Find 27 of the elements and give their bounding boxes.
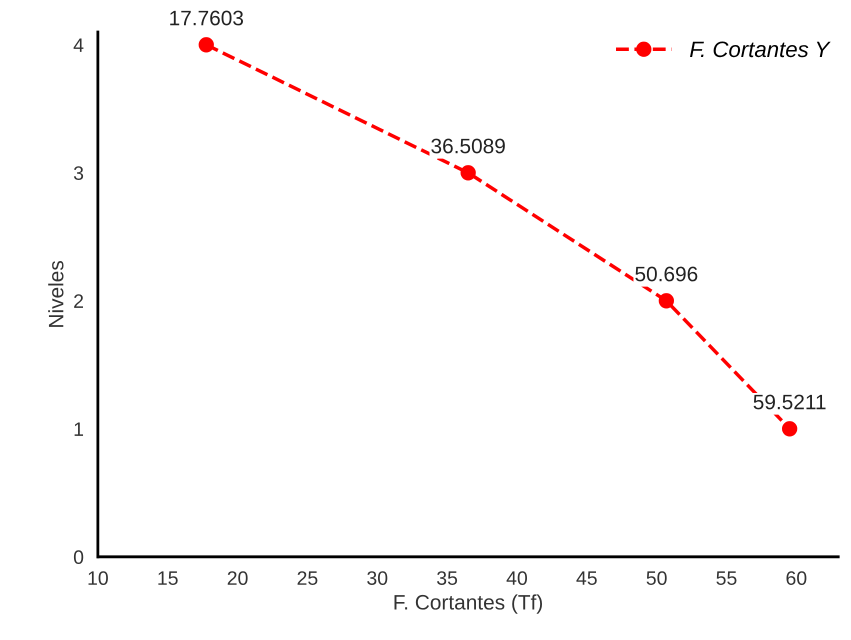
x-tick-label: 45 — [576, 571, 597, 585]
x-tick-label: 30 — [367, 571, 388, 585]
y-tick-label: 1 — [74, 422, 84, 436]
y-tick-label: 2 — [74, 294, 83, 308]
x-tick-label: 10 — [88, 571, 108, 585]
point — [782, 421, 798, 436]
legend-label: F. Cortantes Y — [690, 41, 831, 58]
y-tick-label: 3 — [74, 166, 84, 180]
point — [460, 165, 476, 180]
x-tick-label: 60 — [786, 571, 806, 585]
annotation: 36.5089 — [431, 138, 505, 154]
x-tick-label: 40 — [506, 571, 527, 585]
x-tick-label: 50 — [646, 571, 667, 585]
x-tick-label: 15 — [158, 571, 178, 585]
y-axis-title: Niveles — [48, 260, 64, 327]
y-tick-label: 0 — [74, 550, 84, 564]
point — [198, 37, 214, 52]
x-tick-label: 25 — [298, 571, 318, 585]
x-axis-title: F. Cortantes (Tf) — [394, 594, 542, 614]
point — [658, 293, 674, 308]
annotation: 50.696 — [635, 266, 698, 282]
x-tick-label: 35 — [437, 571, 458, 585]
y-tick-label: 4 — [74, 38, 84, 52]
x-tick-label: 55 — [716, 571, 736, 585]
annotation: 59.5211 — [754, 394, 826, 410]
annotation: 17.7603 — [170, 10, 244, 26]
x-tick-label: 20 — [228, 571, 248, 585]
